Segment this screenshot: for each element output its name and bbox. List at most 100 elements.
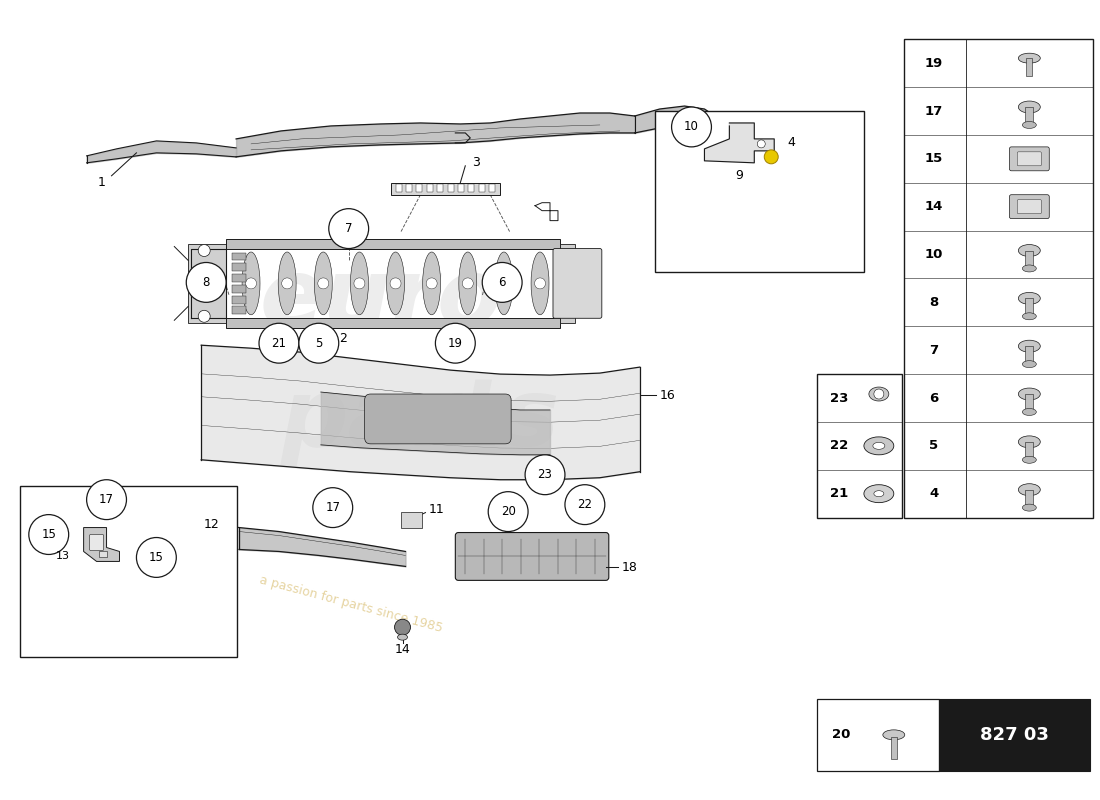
Text: 15: 15 — [924, 152, 943, 166]
FancyBboxPatch shape — [553, 249, 602, 318]
Text: 827 03: 827 03 — [980, 726, 1048, 744]
Polygon shape — [940, 711, 1088, 750]
Circle shape — [245, 278, 256, 289]
Circle shape — [535, 278, 546, 289]
Bar — [390, 182, 501, 194]
Text: 8: 8 — [202, 276, 210, 289]
Text: 18: 18 — [621, 561, 638, 574]
Bar — [1026, 58, 1032, 76]
Text: 5: 5 — [930, 439, 938, 452]
Circle shape — [395, 619, 410, 635]
Circle shape — [436, 323, 475, 363]
Text: 17: 17 — [924, 105, 943, 118]
Circle shape — [312, 488, 353, 527]
Ellipse shape — [459, 252, 476, 314]
Text: 14: 14 — [924, 200, 943, 213]
Bar — [417, 184, 422, 192]
Bar — [232, 253, 246, 261]
Bar — [227, 318, 560, 328]
Text: 6: 6 — [498, 276, 506, 289]
Text: 15: 15 — [148, 551, 164, 564]
Ellipse shape — [386, 252, 405, 314]
Text: 8: 8 — [930, 296, 938, 309]
Bar — [1025, 346, 1033, 364]
Bar — [232, 285, 246, 293]
Text: 6: 6 — [930, 391, 938, 405]
FancyBboxPatch shape — [1018, 152, 1042, 166]
Ellipse shape — [1022, 313, 1036, 320]
Bar — [227, 238, 560, 249]
Text: a passion for parts since 1985: a passion for parts since 1985 — [257, 574, 443, 635]
Ellipse shape — [351, 252, 369, 314]
Circle shape — [354, 278, 365, 289]
Text: 1: 1 — [98, 176, 106, 190]
Text: 5: 5 — [315, 337, 322, 350]
Polygon shape — [704, 123, 774, 163]
Ellipse shape — [495, 252, 513, 314]
Ellipse shape — [1019, 340, 1041, 352]
Circle shape — [186, 262, 227, 302]
Circle shape — [87, 480, 126, 519]
Bar — [427, 184, 432, 192]
Text: 20: 20 — [832, 728, 850, 742]
Bar — [1025, 442, 1033, 460]
FancyBboxPatch shape — [1018, 200, 1042, 214]
Bar — [396, 184, 402, 192]
Text: 14: 14 — [395, 642, 410, 656]
Text: 7: 7 — [930, 344, 938, 357]
Bar — [560, 243, 575, 323]
Ellipse shape — [1019, 436, 1041, 448]
Bar — [490, 184, 495, 192]
Text: 4: 4 — [788, 136, 795, 150]
Text: 4: 4 — [930, 487, 938, 500]
Ellipse shape — [242, 252, 260, 314]
Bar — [99, 551, 107, 558]
Ellipse shape — [873, 442, 884, 450]
Bar — [1025, 394, 1033, 412]
Ellipse shape — [864, 437, 894, 455]
Text: parts: parts — [280, 374, 560, 466]
Bar — [437, 184, 443, 192]
Circle shape — [672, 107, 712, 147]
Circle shape — [488, 492, 528, 531]
Circle shape — [498, 278, 509, 289]
Ellipse shape — [869, 387, 889, 401]
Circle shape — [462, 278, 473, 289]
Bar — [891, 737, 896, 758]
Ellipse shape — [315, 252, 332, 314]
FancyBboxPatch shape — [364, 394, 512, 444]
Polygon shape — [84, 527, 120, 562]
Circle shape — [525, 455, 565, 494]
Text: 10: 10 — [924, 248, 943, 261]
Circle shape — [565, 485, 605, 525]
Circle shape — [764, 150, 778, 164]
Text: 23: 23 — [538, 468, 552, 482]
Ellipse shape — [883, 730, 905, 740]
Ellipse shape — [1019, 54, 1041, 63]
Ellipse shape — [1019, 292, 1041, 304]
Ellipse shape — [531, 252, 549, 314]
Ellipse shape — [1022, 265, 1036, 272]
Text: 21: 21 — [829, 487, 848, 500]
Circle shape — [282, 278, 293, 289]
Circle shape — [299, 323, 339, 363]
Ellipse shape — [278, 252, 296, 314]
Bar — [904, 39, 1093, 518]
Ellipse shape — [864, 485, 894, 502]
Text: 9: 9 — [736, 170, 744, 182]
Bar — [188, 243, 227, 323]
Ellipse shape — [1019, 388, 1041, 400]
Text: 11: 11 — [428, 503, 444, 516]
Bar — [654, 111, 864, 273]
Circle shape — [198, 310, 210, 322]
Circle shape — [873, 389, 883, 399]
Bar — [232, 274, 246, 282]
Ellipse shape — [397, 634, 407, 640]
FancyBboxPatch shape — [1010, 147, 1049, 170]
Text: 22: 22 — [578, 498, 593, 511]
FancyBboxPatch shape — [89, 534, 103, 550]
Bar — [478, 184, 485, 192]
Text: 13: 13 — [56, 551, 69, 562]
Text: 16: 16 — [660, 389, 675, 402]
Circle shape — [198, 245, 210, 257]
